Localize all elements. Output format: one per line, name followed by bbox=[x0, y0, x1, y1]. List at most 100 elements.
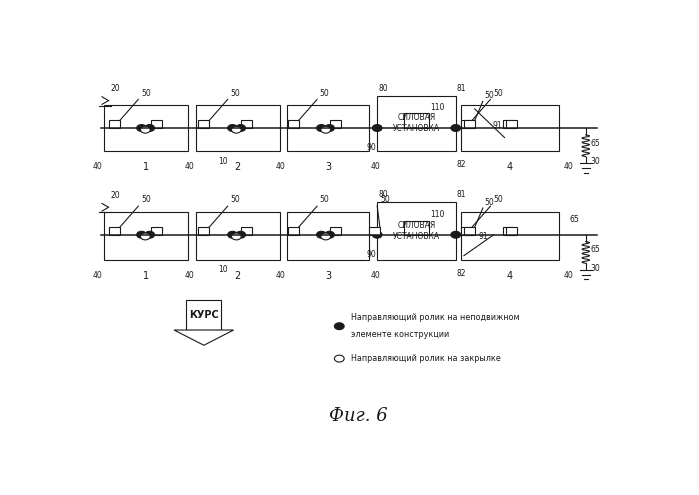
Text: КУРС: КУРС bbox=[189, 310, 219, 320]
Text: 1: 1 bbox=[143, 162, 149, 172]
Text: 3: 3 bbox=[325, 162, 331, 172]
Text: 110: 110 bbox=[430, 102, 444, 112]
Text: 50: 50 bbox=[141, 195, 151, 204]
Circle shape bbox=[137, 231, 146, 238]
Text: 3: 3 bbox=[325, 271, 331, 281]
Text: Фиг. 6: Фиг. 6 bbox=[329, 407, 388, 425]
Circle shape bbox=[324, 125, 334, 132]
Bar bbox=[461, 212, 559, 259]
Bar bbox=[109, 120, 120, 128]
Bar bbox=[240, 120, 252, 128]
Circle shape bbox=[145, 231, 154, 238]
Text: 1: 1 bbox=[143, 271, 149, 281]
Text: 50: 50 bbox=[484, 91, 494, 100]
Bar bbox=[287, 212, 369, 259]
Text: 4: 4 bbox=[507, 162, 513, 172]
Bar bbox=[330, 120, 341, 128]
Circle shape bbox=[334, 323, 344, 330]
Circle shape bbox=[231, 126, 241, 133]
Bar bbox=[377, 202, 456, 259]
Text: 4: 4 bbox=[507, 271, 513, 281]
Text: 2: 2 bbox=[235, 271, 241, 281]
Text: 2: 2 bbox=[235, 162, 241, 172]
Bar bbox=[151, 227, 162, 235]
Bar bbox=[288, 120, 298, 128]
Text: 40: 40 bbox=[185, 271, 194, 280]
Bar bbox=[377, 96, 456, 151]
Circle shape bbox=[236, 231, 245, 238]
Circle shape bbox=[334, 355, 344, 362]
Bar bbox=[103, 105, 187, 151]
Text: 40: 40 bbox=[275, 271, 285, 280]
Text: 81: 81 bbox=[457, 84, 466, 93]
Text: 65: 65 bbox=[590, 139, 600, 148]
Text: 91: 91 bbox=[493, 121, 502, 130]
Text: 40: 40 bbox=[564, 162, 574, 171]
Bar bbox=[151, 120, 162, 128]
Text: УСТАНОВКА: УСТАНОВКА bbox=[393, 232, 440, 241]
Circle shape bbox=[373, 125, 382, 132]
Bar bbox=[506, 120, 517, 128]
Text: 50: 50 bbox=[319, 195, 329, 204]
Bar bbox=[288, 227, 298, 235]
Text: 50: 50 bbox=[231, 195, 240, 204]
Text: 40: 40 bbox=[185, 162, 194, 171]
Circle shape bbox=[317, 231, 326, 238]
Text: УСТАНОВКА: УСТАНОВКА bbox=[393, 124, 440, 134]
Text: 30: 30 bbox=[590, 157, 600, 166]
Text: 40: 40 bbox=[275, 162, 285, 171]
Circle shape bbox=[145, 125, 154, 132]
Bar bbox=[506, 227, 517, 235]
Bar bbox=[464, 120, 475, 128]
Bar bbox=[287, 105, 369, 151]
Circle shape bbox=[228, 231, 238, 238]
Text: 10: 10 bbox=[218, 265, 228, 274]
Bar bbox=[503, 227, 514, 235]
Circle shape bbox=[140, 233, 150, 240]
Text: 50: 50 bbox=[493, 195, 503, 204]
Text: 91: 91 bbox=[479, 232, 488, 241]
Circle shape bbox=[373, 231, 382, 238]
Text: 90: 90 bbox=[367, 250, 377, 259]
Circle shape bbox=[321, 126, 331, 133]
Text: 110: 110 bbox=[430, 210, 444, 219]
Bar bbox=[109, 227, 120, 235]
Bar bbox=[103, 212, 187, 259]
Text: 80: 80 bbox=[378, 190, 388, 199]
Circle shape bbox=[236, 125, 245, 132]
Bar bbox=[196, 212, 280, 259]
Text: 50: 50 bbox=[380, 195, 389, 204]
Text: 65: 65 bbox=[590, 246, 600, 254]
Text: Направляющий ролик на неподвижном: Направляющий ролик на неподвижном bbox=[351, 313, 520, 322]
Circle shape bbox=[451, 125, 461, 132]
Text: СИЛОВАЯ: СИЛОВАЯ bbox=[397, 221, 435, 230]
Bar bbox=[196, 105, 280, 151]
Text: 50: 50 bbox=[493, 89, 503, 98]
Text: 10: 10 bbox=[218, 156, 228, 166]
Bar bbox=[199, 227, 209, 235]
Text: 50: 50 bbox=[141, 89, 151, 98]
Text: Направляющий ролик на закрылке: Направляющий ролик на закрылке bbox=[351, 354, 501, 363]
Circle shape bbox=[451, 231, 461, 238]
Text: элементе конструкции: элементе конструкции bbox=[351, 330, 449, 339]
Bar bbox=[461, 105, 559, 151]
Text: 90: 90 bbox=[367, 143, 377, 152]
Bar bbox=[404, 221, 428, 236]
Bar bbox=[199, 120, 209, 128]
Circle shape bbox=[228, 125, 238, 132]
Bar bbox=[461, 227, 472, 235]
Text: 65: 65 bbox=[570, 215, 579, 224]
Bar bbox=[240, 227, 252, 235]
Circle shape bbox=[137, 125, 146, 132]
Text: СИЛОВАЯ: СИЛОВАЯ bbox=[397, 113, 435, 122]
Bar bbox=[186, 299, 222, 330]
Text: 80: 80 bbox=[378, 84, 388, 93]
Text: 50: 50 bbox=[319, 89, 329, 98]
Text: 50: 50 bbox=[484, 198, 494, 207]
Polygon shape bbox=[174, 330, 233, 346]
Circle shape bbox=[231, 233, 241, 240]
Circle shape bbox=[140, 126, 150, 133]
Text: 20: 20 bbox=[110, 84, 120, 93]
Circle shape bbox=[321, 233, 331, 240]
Text: 30: 30 bbox=[590, 264, 600, 273]
